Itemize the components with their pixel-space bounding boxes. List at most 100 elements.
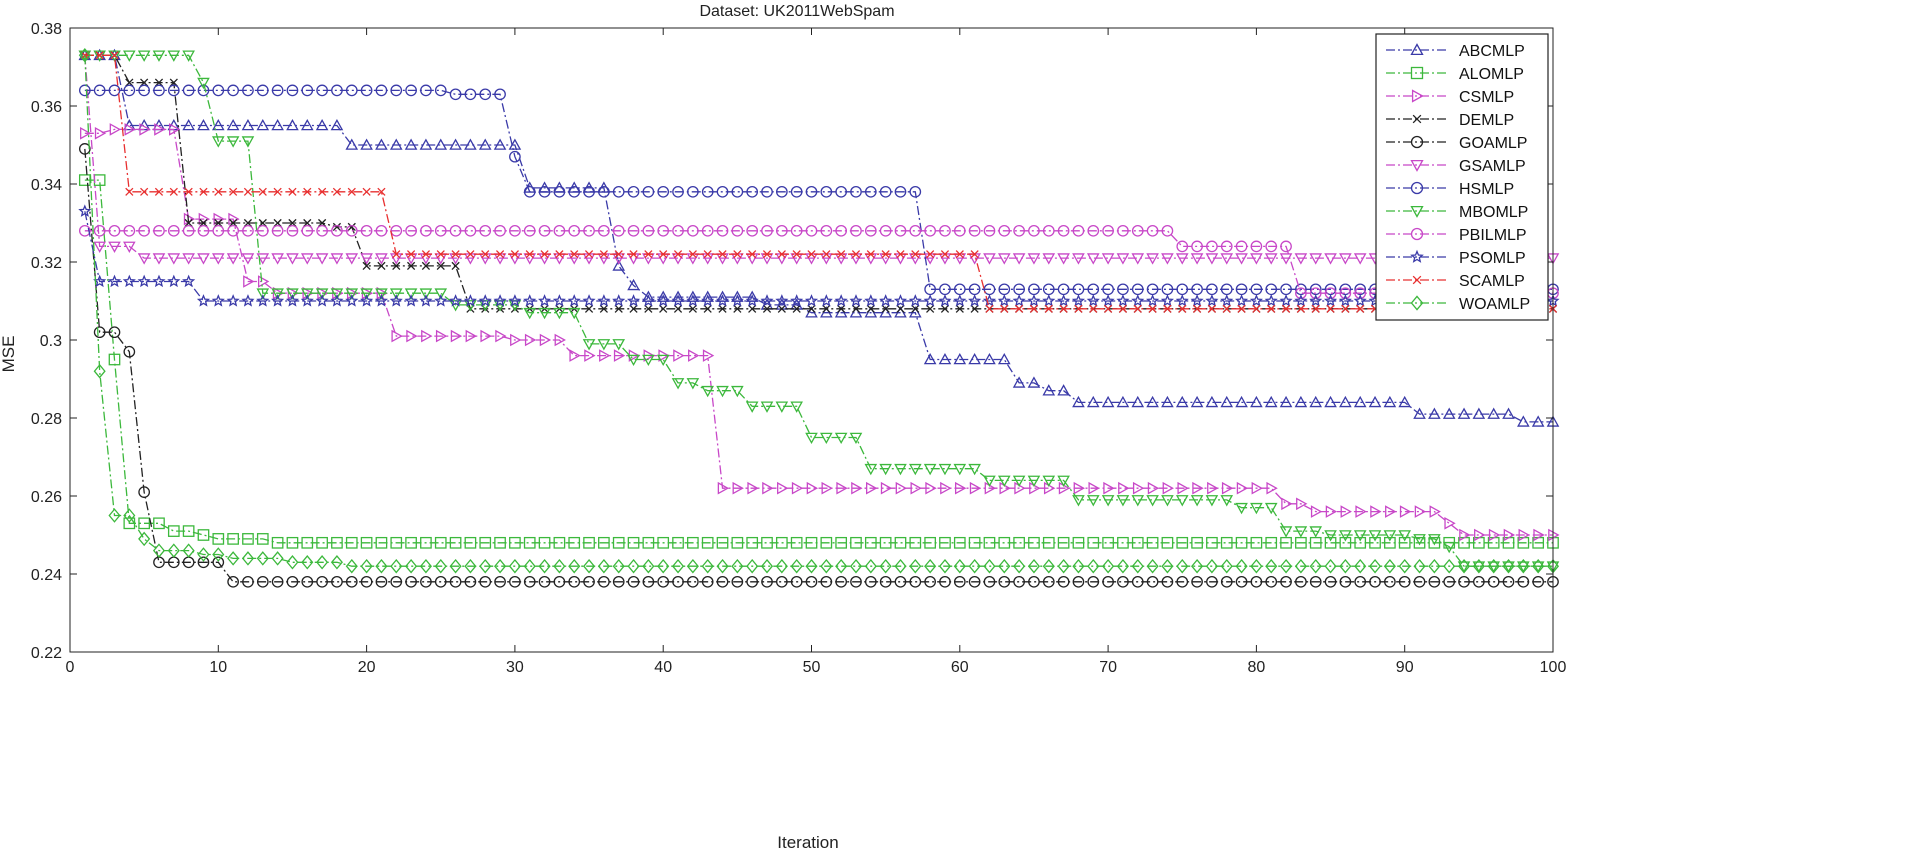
point-alomlp-87	[1354, 536, 1367, 549]
point-hsmlp-38	[627, 185, 640, 198]
point-abcmlp-63	[997, 352, 1011, 365]
point-woamlp-40	[657, 558, 670, 574]
y-tick-label-0.32: 0.32	[31, 255, 62, 272]
point-demlp-19	[347, 222, 356, 231]
series-line-scamlp	[84, 54, 1553, 310]
point-pbilmlp-82	[1280, 240, 1292, 253]
point-goamlp-44	[716, 575, 729, 588]
point-alomlp-40	[657, 536, 670, 549]
point-woamlp-48	[775, 558, 788, 574]
point-alomlp-22	[390, 536, 403, 549]
point-hsmlp-41	[672, 185, 684, 198]
point-csmlp-94	[1459, 528, 1471, 542]
point-woamlp-14	[271, 551, 284, 566]
point-woamlp-44	[716, 558, 729, 574]
point-woamlp-18	[330, 555, 343, 570]
point-abcmlp-61	[968, 352, 981, 365]
point-gsamlp-75	[1175, 253, 1189, 265]
point-hsmlp-10	[212, 84, 225, 97]
series-woamlp	[78, 48, 1560, 574]
point-goamlp-21	[375, 575, 388, 588]
point-goamlp-85	[1324, 575, 1337, 588]
point-goamlp-90	[1398, 575, 1411, 588]
point-goamlp-46	[746, 575, 759, 588]
point-csmlp-23	[406, 329, 418, 343]
point-mbomlp-31	[523, 307, 537, 320]
point-goamlp-22	[390, 575, 403, 588]
point-scamlp-30	[510, 250, 519, 259]
point-woamlp-62	[983, 558, 996, 574]
point-woamlp-91	[1413, 558, 1426, 574]
point-alomlp-21	[375, 536, 388, 549]
point-goamlp-91	[1413, 575, 1426, 588]
point-psomlp-55	[879, 294, 893, 307]
point-abcmlp-99	[1531, 415, 1545, 427]
point-scamlp-31	[525, 250, 534, 259]
point-woamlp-70	[1102, 558, 1115, 574]
point-hsmlp-39	[642, 185, 655, 198]
point-psomlp-78	[1220, 294, 1234, 307]
point-woamlp-21	[375, 558, 388, 574]
point-alomlp-60	[953, 536, 966, 549]
point-woamlp-13	[256, 551, 269, 566]
point-hsmlp-20	[360, 84, 373, 97]
point-woamlp-69	[1087, 558, 1100, 574]
point-pbilmlp-5	[138, 224, 150, 237]
point-woamlp-84	[1309, 558, 1322, 574]
point-goamlp-61	[968, 575, 981, 588]
point-mbomlp-23	[404, 288, 418, 300]
point-alomlp-12	[242, 533, 254, 545]
point-pbilmlp-2	[93, 224, 106, 237]
legend-label-goamlp: GOAMLP	[1459, 135, 1527, 152]
point-pbilmlp-31	[523, 224, 536, 237]
point-csmlp-58	[925, 481, 937, 495]
point-pbilmlp-87	[1354, 287, 1367, 300]
point-mbomlp-55	[879, 463, 892, 476]
series-line-goamlp	[84, 148, 1553, 583]
point-psomlp-17	[315, 294, 329, 307]
point-woamlp-66	[1042, 558, 1055, 574]
point-abcmlp-81	[1264, 395, 1278, 408]
point-goamlp-73	[1146, 575, 1159, 588]
point-goamlp-18	[331, 575, 343, 588]
point-pbilmlp-34	[568, 224, 581, 237]
point-demlp-9	[199, 218, 208, 228]
point-scamlp-41	[673, 250, 683, 259]
point-hsmlp-13	[256, 84, 269, 97]
point-scamlp-85	[1326, 304, 1335, 313]
point-mbomlp-50	[805, 432, 818, 445]
point-pbilmlp-26	[449, 224, 462, 237]
point-scamlp-2	[95, 51, 104, 60]
point-demlp-59	[940, 304, 950, 313]
point-abcmlp-11	[226, 118, 240, 131]
point-mbomlp-25	[434, 288, 448, 300]
point-mbomlp-18	[330, 288, 344, 300]
point-pbilmlp-6	[153, 224, 165, 237]
point-alomlp-64	[1013, 536, 1025, 549]
point-pbilmlp-70	[1102, 224, 1114, 237]
point-psomlp-63	[997, 294, 1011, 307]
point-scamlp-84	[1311, 304, 1320, 313]
point-goamlp-64	[1013, 575, 1025, 588]
point-alomlp-27	[464, 536, 477, 549]
point-goamlp-43	[701, 575, 714, 588]
point-abcmlp-62	[983, 352, 996, 365]
point-pbilmlp-23	[405, 224, 417, 237]
point-csmlp-51	[821, 481, 833, 495]
point-pbilmlp-66	[1042, 224, 1055, 237]
point-mbomlp-39	[642, 354, 655, 367]
point-psomlp-46	[745, 294, 759, 307]
point-pbilmlp-69	[1087, 224, 1100, 237]
axes: 0 10 20 30 40 50 60 70 80 90 100 0.22 0.24 0.26 0.28 0.…	[31, 21, 1567, 676]
point-hsmlp-40	[657, 185, 670, 198]
point-mbomlp-47	[760, 401, 774, 413]
point-pbilmlp-52	[835, 224, 848, 237]
point-alomlp-10	[212, 533, 225, 545]
chart-title: Dataset: UK2011WebSpam	[699, 3, 894, 20]
point-pbilmlp-7	[167, 224, 180, 237]
point-demlp-20	[362, 261, 371, 270]
point-abcmlp-17	[315, 118, 329, 131]
point-pbilmlp-51	[820, 224, 833, 237]
point-mbomlp-58	[923, 463, 937, 476]
point-pbilmlp-59	[939, 224, 951, 237]
